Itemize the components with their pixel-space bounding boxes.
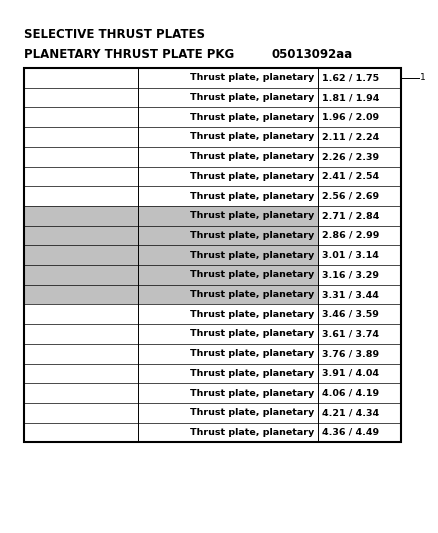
Text: 3.91 / 4.04: 3.91 / 4.04 [321, 369, 378, 378]
Text: 2.11 / 2.24: 2.11 / 2.24 [321, 132, 379, 141]
Text: Thrust plate, planetary: Thrust plate, planetary [190, 290, 314, 299]
Text: Thrust plate, planetary: Thrust plate, planetary [190, 408, 314, 417]
Text: Thrust plate, planetary: Thrust plate, planetary [190, 231, 314, 240]
Text: Thrust plate, planetary: Thrust plate, planetary [190, 369, 314, 378]
Text: 2.56 / 2.69: 2.56 / 2.69 [321, 191, 379, 200]
Text: Thrust plate, planetary: Thrust plate, planetary [190, 389, 314, 398]
Text: Thrust plate, planetary: Thrust plate, planetary [190, 152, 314, 161]
Bar [24, 225, 318, 245]
Text: Thrust plate, planetary: Thrust plate, planetary [190, 211, 314, 220]
Text: 4.36 / 4.49: 4.36 / 4.49 [321, 428, 379, 437]
Text: SELECTIVE THRUST PLATES: SELECTIVE THRUST PLATES [24, 28, 205, 41]
Text: Thrust plate, planetary: Thrust plate, planetary [190, 132, 314, 141]
Text: 1: 1 [420, 73, 426, 82]
Bar [24, 245, 318, 265]
Text: 4.21 / 4.34: 4.21 / 4.34 [321, 408, 379, 417]
Text: 1.62 / 1.75: 1.62 / 1.75 [321, 74, 379, 83]
Bar [24, 265, 318, 285]
Text: 3.76 / 3.89: 3.76 / 3.89 [321, 349, 379, 358]
Text: 4.06 / 4.19: 4.06 / 4.19 [321, 389, 379, 398]
Text: Thrust plate, planetary: Thrust plate, planetary [190, 349, 314, 358]
Text: Thrust plate, planetary: Thrust plate, planetary [190, 191, 314, 200]
Text: PLANETARY THRUST PLATE PKG: PLANETARY THRUST PLATE PKG [24, 48, 234, 61]
Text: Thrust plate, planetary: Thrust plate, planetary [190, 113, 314, 122]
Text: 3.61 / 3.74: 3.61 / 3.74 [321, 329, 378, 338]
Text: 2.71 / 2.84: 2.71 / 2.84 [321, 211, 379, 220]
Text: 1.96 / 2.09: 1.96 / 2.09 [321, 113, 379, 122]
Text: 3.31 / 3.44: 3.31 / 3.44 [321, 290, 378, 299]
Text: 3.01 / 3.14: 3.01 / 3.14 [321, 251, 378, 260]
Text: 3.16 / 3.29: 3.16 / 3.29 [321, 270, 378, 279]
Text: Thrust plate, planetary: Thrust plate, planetary [190, 251, 314, 260]
Bar [24, 68, 401, 442]
Bar [24, 206, 318, 225]
Text: Thrust plate, planetary: Thrust plate, planetary [190, 93, 314, 102]
Text: Thrust plate, planetary: Thrust plate, planetary [190, 270, 314, 279]
Text: 05013092aa: 05013092aa [272, 48, 353, 61]
Text: Thrust plate, planetary: Thrust plate, planetary [190, 310, 314, 319]
Text: Thrust plate, planetary: Thrust plate, planetary [190, 329, 314, 338]
Text: 2.41 / 2.54: 2.41 / 2.54 [321, 172, 379, 181]
Bar [24, 285, 318, 304]
Text: 3.46 / 3.59: 3.46 / 3.59 [321, 310, 378, 319]
Text: Thrust plate, planetary: Thrust plate, planetary [190, 172, 314, 181]
Text: Thrust plate, planetary: Thrust plate, planetary [190, 428, 314, 437]
Text: Thrust plate, planetary: Thrust plate, planetary [190, 74, 314, 83]
Text: 2.86 / 2.99: 2.86 / 2.99 [321, 231, 379, 240]
Text: 2.26 / 2.39: 2.26 / 2.39 [321, 152, 379, 161]
Text: 1.81 / 1.94: 1.81 / 1.94 [321, 93, 379, 102]
